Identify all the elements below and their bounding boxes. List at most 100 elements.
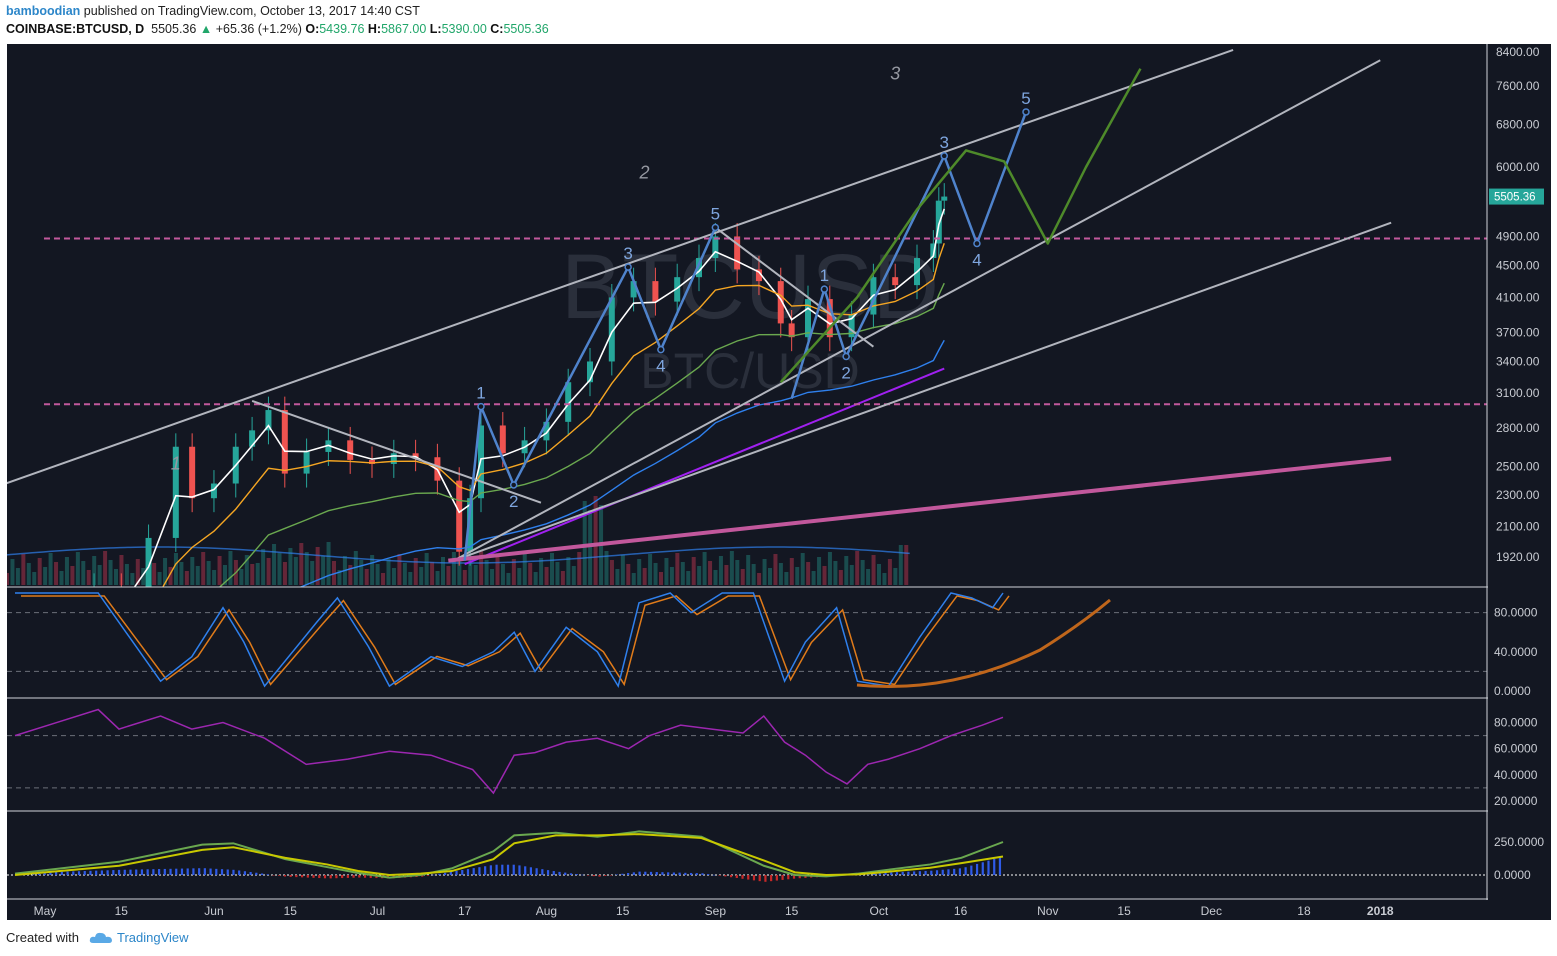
macd-hist-bar xyxy=(180,868,184,875)
volume-bar xyxy=(517,568,522,585)
macd-hist-bar xyxy=(369,875,372,878)
candle-body xyxy=(347,440,354,460)
macd-hist-bar xyxy=(718,875,721,876)
volume-bar xyxy=(451,552,456,585)
macd-hist-bar xyxy=(947,869,950,875)
macd-hist-bar xyxy=(918,871,921,875)
volume-bar xyxy=(877,564,881,585)
volume-bar xyxy=(778,563,783,585)
ema-short-line xyxy=(133,208,946,587)
rsi-tick-label: 80.0000 xyxy=(1494,716,1538,730)
macd-hist-bar xyxy=(638,871,641,875)
price-tick-label: 7600.00 xyxy=(1496,79,1540,93)
price-tick-label: 6000.00 xyxy=(1496,160,1540,174)
volume-bar xyxy=(669,567,674,585)
channel-mid-line xyxy=(453,59,1381,562)
rsi-tick-label: 40.0000 xyxy=(1494,768,1538,782)
volume-bar xyxy=(64,557,69,585)
macd-hist-bar xyxy=(444,872,447,875)
macd-hist-bar xyxy=(95,870,98,875)
macd-hist-bar xyxy=(741,875,744,879)
macd-hist-bar xyxy=(546,870,550,875)
macd-pane[interactable] xyxy=(7,830,1487,882)
macd-hist-bar xyxy=(43,872,46,875)
macd-hist-bar xyxy=(272,875,275,876)
macd-hist-bar xyxy=(924,870,927,875)
macd-hist-bar xyxy=(655,872,658,875)
macd-hist-bar xyxy=(100,870,103,875)
volume-bar xyxy=(560,571,565,585)
volume-bar xyxy=(195,566,200,585)
volume-bar xyxy=(653,563,658,585)
volume-bar xyxy=(7,573,9,585)
volume-bar xyxy=(103,551,108,585)
volume-bar xyxy=(326,542,331,585)
macd-hist-bar xyxy=(953,868,956,875)
macd-tick-label: 250.0000 xyxy=(1494,835,1544,849)
volume-bar xyxy=(680,562,685,585)
volume-bar xyxy=(626,564,631,585)
macd-hist-bar xyxy=(678,872,681,875)
macd-hist-bar xyxy=(564,872,567,875)
volume-bar xyxy=(484,560,489,585)
volume-bar xyxy=(130,573,135,585)
time-tick-label: 15 xyxy=(284,904,298,918)
candle-body xyxy=(249,430,256,447)
macd-hist-bar xyxy=(432,874,435,876)
macd-hist-bar xyxy=(323,875,327,879)
volume-bar xyxy=(659,572,663,585)
macd-hist-bar xyxy=(60,871,63,875)
volume-bar xyxy=(729,551,734,585)
volume-bar xyxy=(746,555,751,585)
volume-bar xyxy=(588,510,593,585)
high-label: H: xyxy=(367,22,382,36)
macd-hist-bar xyxy=(884,872,887,875)
wave-label: 4 xyxy=(972,250,981,269)
low-label: L: xyxy=(429,22,442,36)
volume-bar xyxy=(495,555,500,585)
price-tick-label: 8400.00 xyxy=(1496,45,1540,59)
volume-bar xyxy=(887,559,892,585)
macd-hist-bar xyxy=(524,866,527,875)
volume-bar xyxy=(391,568,396,585)
macd-hist-bar xyxy=(226,869,229,875)
volume-bar xyxy=(359,560,364,585)
candle-body xyxy=(565,382,572,422)
author-link[interactable]: bamboodian xyxy=(6,4,81,18)
macd-hist-bar xyxy=(798,875,801,879)
tradingview-link[interactable]: TradingView xyxy=(116,930,189,945)
volume-bar xyxy=(43,567,48,585)
volume-bar xyxy=(293,557,298,585)
macd-hist-bar xyxy=(341,875,344,879)
macd-hist-bar xyxy=(478,867,481,875)
macd-hist-bar xyxy=(730,875,733,878)
macd-hist-bar xyxy=(461,870,464,875)
volume-bar xyxy=(288,548,293,585)
time-tick-label: 15 xyxy=(115,904,129,918)
grey-wave-label: 1 xyxy=(171,453,181,473)
candle-body xyxy=(712,236,719,259)
stoch-pane[interactable] xyxy=(7,592,1487,689)
triangle-line-2 xyxy=(714,226,875,348)
macd-hist-bar xyxy=(169,868,172,875)
open-value: 5439.76 xyxy=(319,22,365,36)
volume-bar xyxy=(800,553,805,585)
grey-wave-label: 3 xyxy=(890,64,900,84)
volume-bar xyxy=(179,562,184,585)
macd-hist-bar xyxy=(689,872,693,875)
macd-hist-bar xyxy=(140,869,144,875)
rsi-pane[interactable] xyxy=(7,708,1487,795)
volume-bar xyxy=(500,564,505,585)
time-tick-label: Oct xyxy=(870,904,889,918)
volume-bar xyxy=(468,556,473,585)
channel-upper-line xyxy=(7,49,1234,485)
stoch-k-line xyxy=(15,592,1004,689)
close-label: C: xyxy=(490,22,504,36)
volume-bar xyxy=(762,559,767,585)
volume-bar xyxy=(811,571,816,585)
volume-bar xyxy=(473,565,478,585)
volume-bar xyxy=(114,569,118,585)
macd-hist-bar xyxy=(747,875,750,880)
